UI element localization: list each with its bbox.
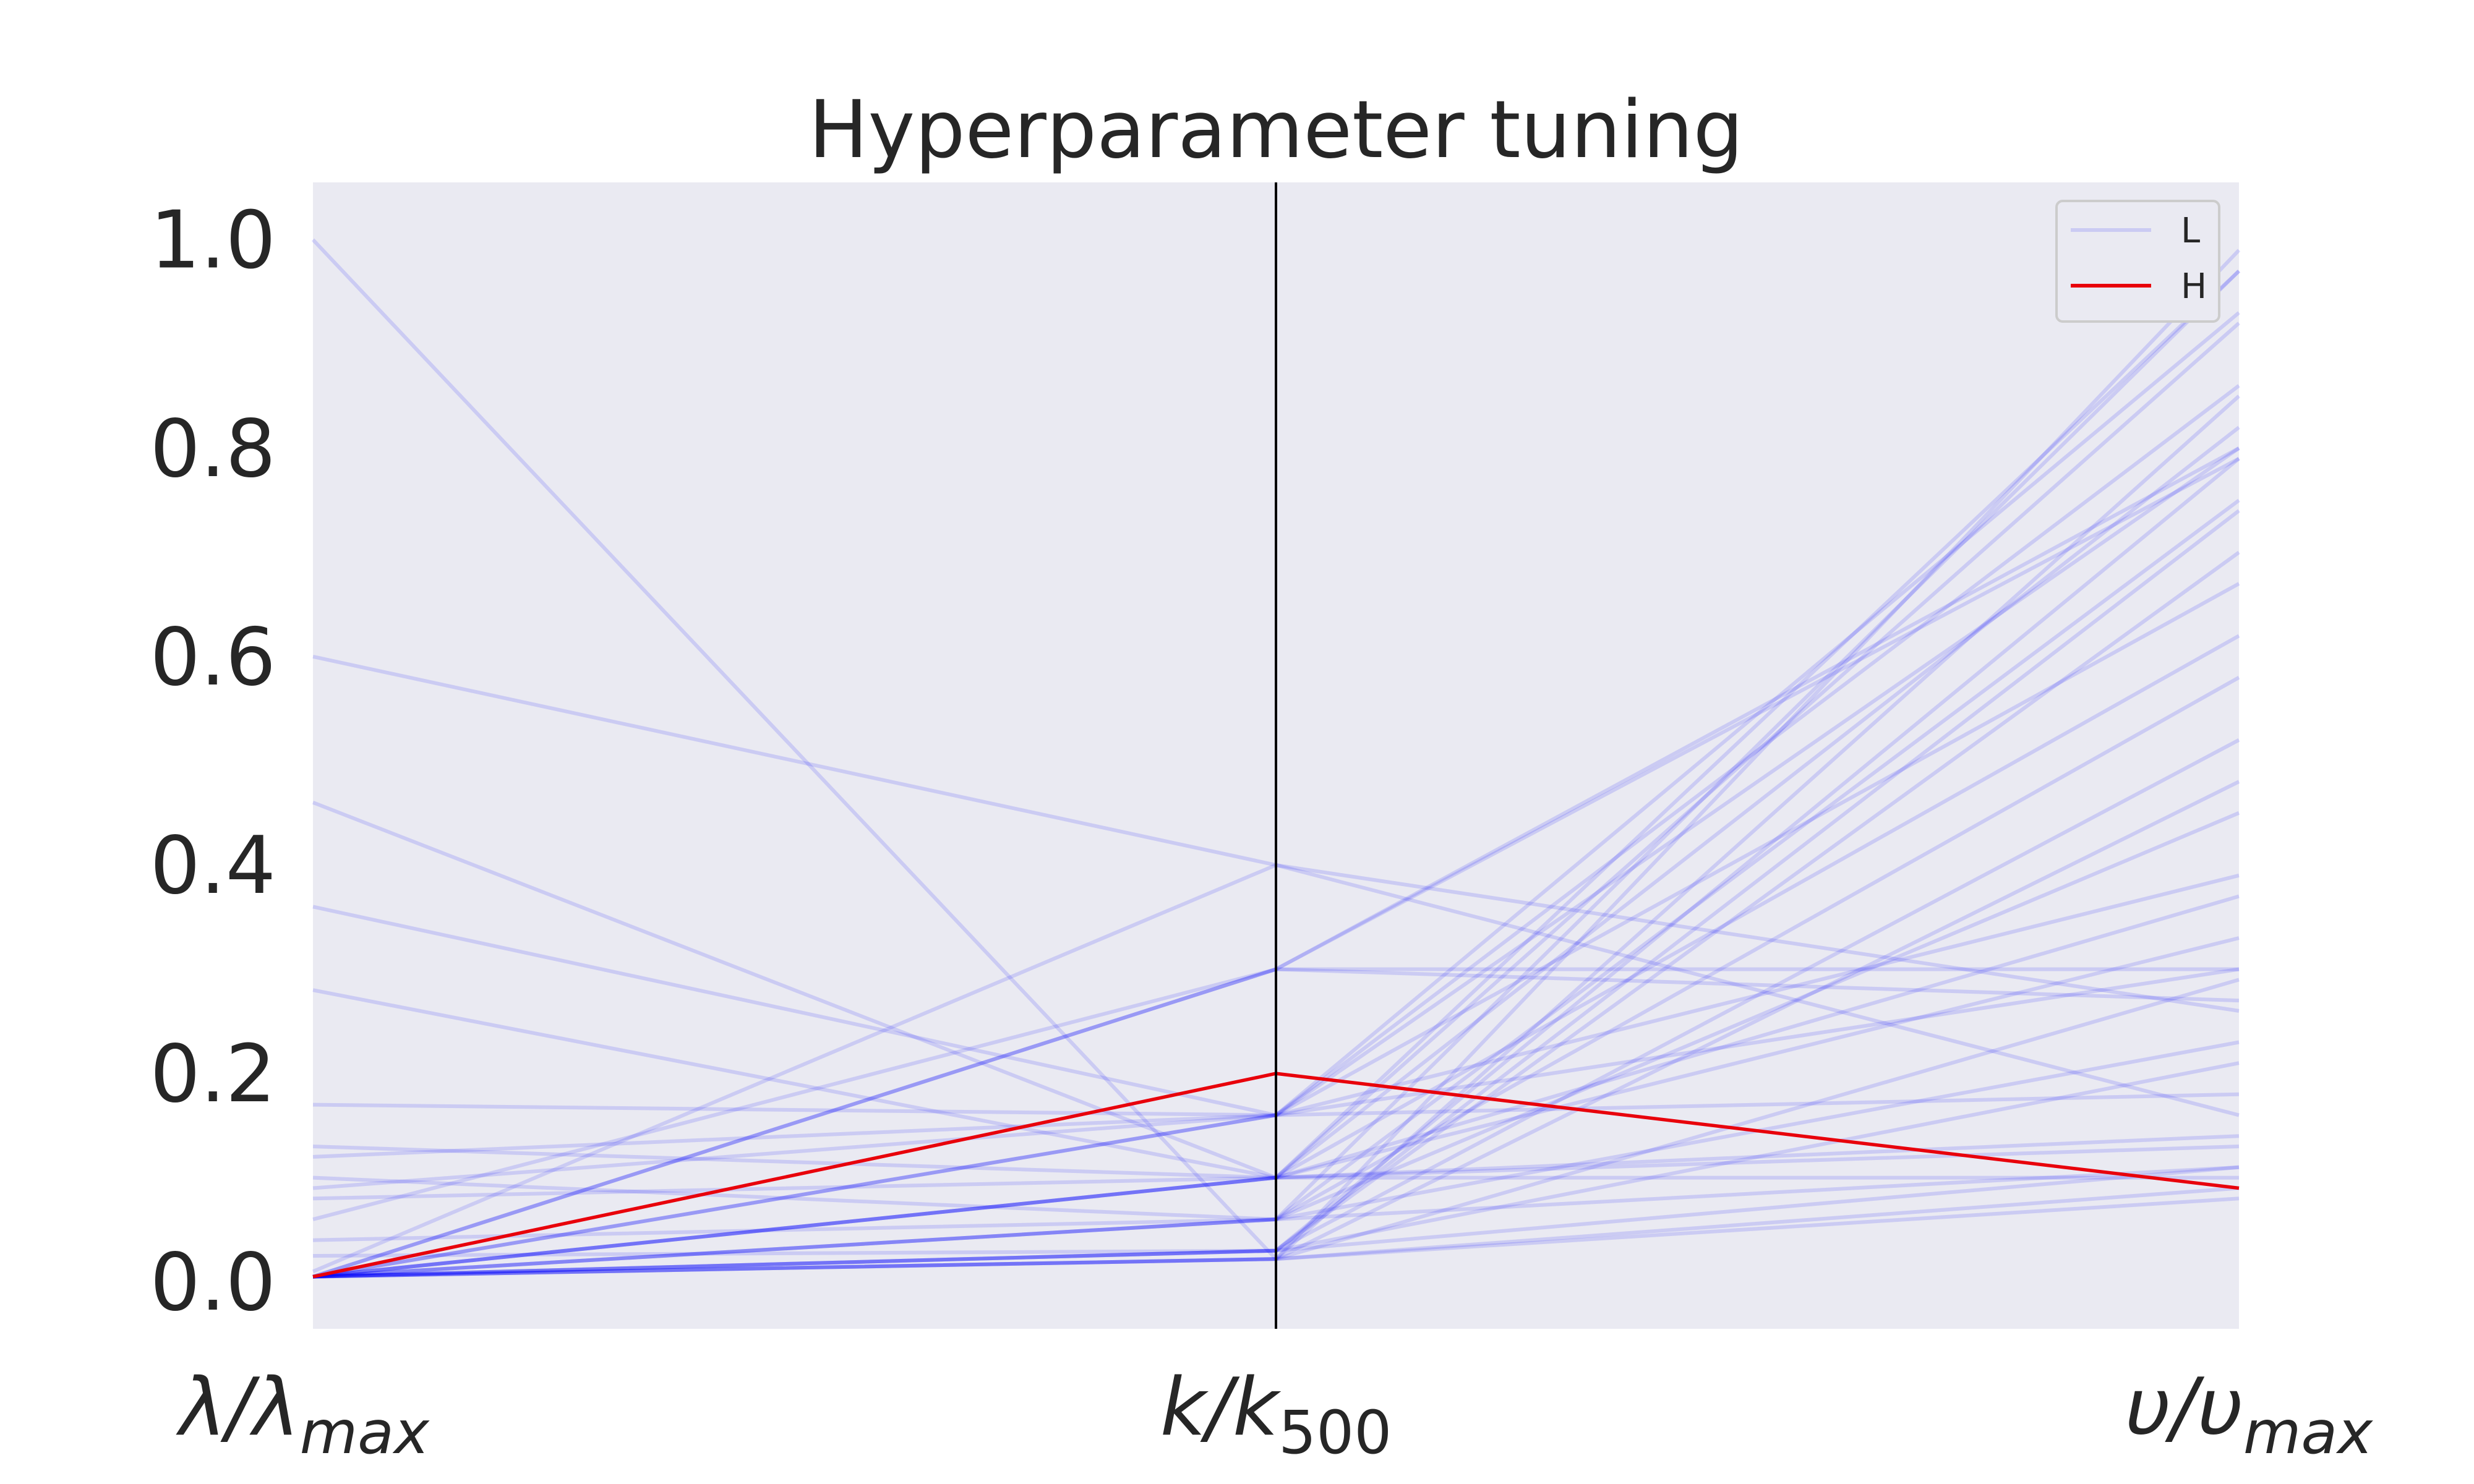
chart-title: Hyperparameter tuning — [808, 84, 1743, 176]
y-tick-label: 0.6 — [150, 612, 276, 704]
legend-label-h: H — [2181, 267, 2207, 307]
legend-label-l: L — [2181, 211, 2200, 251]
y-tick-label: 0.8 — [150, 403, 276, 495]
axis-label-3: υ/υmax — [2125, 1362, 2374, 1467]
y-tick-label: 0.2 — [150, 1028, 276, 1120]
legend: LH — [2055, 200, 2220, 323]
y-tick-label: 1.0 — [150, 195, 276, 287]
y-tick-labels: 0.0 0.2 0.4 0.6 0.8 1.0 — [150, 195, 276, 1329]
y-tick-label: 0.0 — [150, 1237, 276, 1329]
axis-labels: λ/λmax k/k500 υ/υmax — [176, 1362, 2373, 1467]
axis-label-1: λ/λmax — [176, 1362, 430, 1467]
axis-label-2: k/k500 — [1160, 1362, 1392, 1467]
y-tick-label: 0.4 — [150, 820, 276, 912]
legend-box — [2055, 200, 2220, 323]
